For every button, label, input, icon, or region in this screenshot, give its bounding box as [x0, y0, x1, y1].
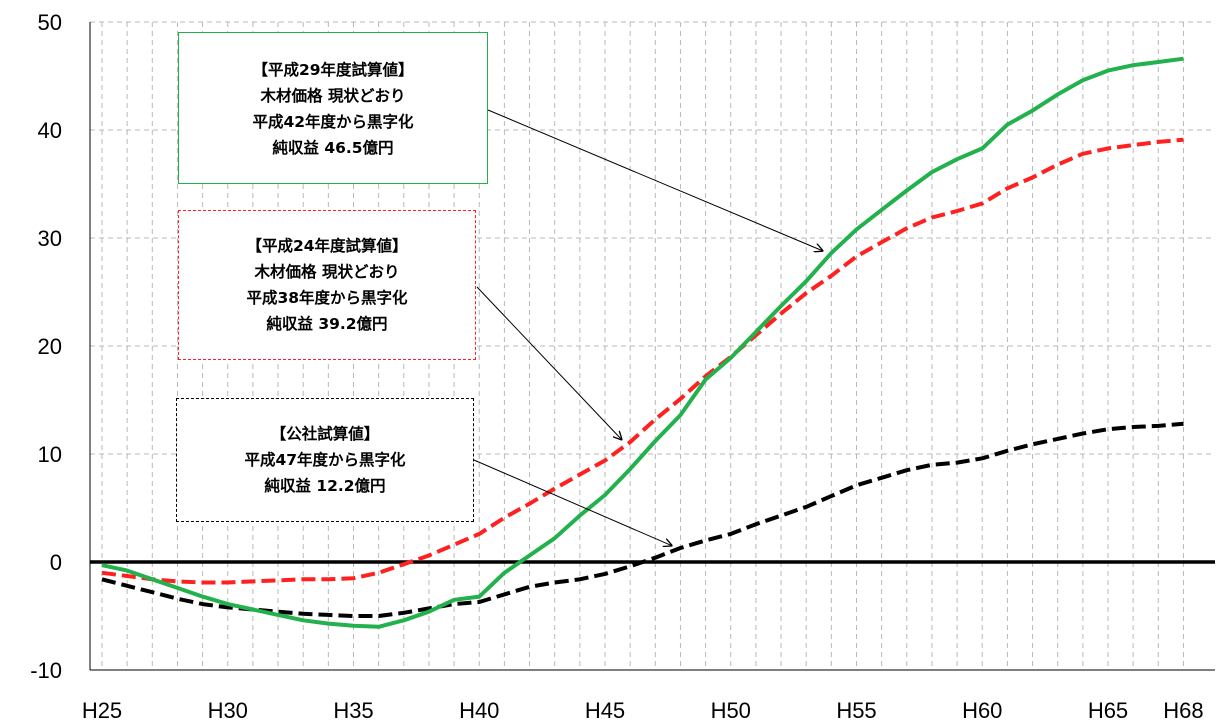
y-tick-label: 10	[38, 442, 62, 467]
annotation-line: 木材価格 現状どおり	[254, 263, 400, 281]
annotation-line: 【平成24年度試算値】	[246, 237, 408, 255]
annotation-line: 【平成29年度試算値】	[252, 61, 414, 79]
y-tick-label: -10	[30, 658, 62, 683]
annotation-line: 平成38年度から黒字化	[246, 289, 408, 307]
annotation-arrow	[473, 459, 672, 546]
x-tick-label: H25	[82, 698, 122, 723]
annotation-arrow	[487, 109, 823, 251]
x-tick-labels: H25 H30 H35 H40 H45 H50 H55 H60 H65 H68	[82, 698, 1204, 723]
annotation-line: 純収益 39.2億円	[266, 315, 388, 333]
x-tick-label: H45	[585, 698, 625, 723]
annotation-arrow	[476, 286, 622, 440]
series-line	[101, 56, 1184, 629]
annotation-line: 平成47年度から黒字化	[244, 451, 406, 469]
x-tick-label: H68	[1163, 698, 1203, 723]
annotation-line: 木材価格 現状どおり	[260, 87, 406, 105]
series-lines	[101, 56, 1184, 629]
annotation-black: 【公社試算値】 平成47年度から黒字化 純収益 12.2億円	[176, 398, 474, 522]
x-tick-label: H60	[962, 698, 1002, 723]
annotation-line: 純収益 46.5億円	[272, 139, 394, 157]
y-tick-label: 40	[38, 118, 62, 143]
y-tick-label: 20	[38, 334, 62, 359]
y-tick-labels: -10 0 10 20 30 40 50	[30, 10, 62, 683]
annotation-red: 【平成24年度試算値】 木材価格 現状どおり 平成38年度から黒字化 純収益 3…	[178, 210, 476, 360]
x-tick-label: H55	[836, 698, 876, 723]
x-tick-label: H30	[208, 698, 248, 723]
y-tick-label: 50	[38, 10, 62, 35]
annotation-arrows	[473, 109, 823, 546]
x-tick-label: H40	[459, 698, 499, 723]
axes	[89, 22, 1215, 671]
x-tick-label: H35	[333, 698, 373, 723]
series-line	[101, 137, 1184, 585]
x-tick-label: H50	[711, 698, 751, 723]
annotation-line: 【公社試算値】	[270, 425, 380, 443]
x-tick-label: H65	[1088, 698, 1128, 723]
annotation-line: 平成42年度から黒字化	[252, 113, 414, 131]
y-tick-label: 0	[50, 550, 62, 575]
series-line	[101, 421, 1184, 618]
annotation-green: 【平成29年度試算値】 木材価格 現状どおり 平成42年度から黒字化 純収益 4…	[178, 32, 488, 184]
y-tick-label: 30	[38, 226, 62, 251]
annotation-line: 純収益 12.2億円	[264, 477, 386, 495]
